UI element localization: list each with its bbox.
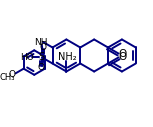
Text: CH₃: CH₃ [0, 73, 15, 82]
Text: O: O [39, 43, 46, 52]
Text: O: O [8, 70, 15, 79]
Text: O: O [118, 52, 127, 62]
Text: S: S [39, 52, 45, 62]
Text: O: O [37, 63, 45, 72]
Text: O: O [118, 49, 127, 59]
Text: NH₂: NH₂ [58, 52, 77, 62]
Text: HO: HO [20, 53, 34, 62]
Text: NH: NH [34, 38, 48, 47]
